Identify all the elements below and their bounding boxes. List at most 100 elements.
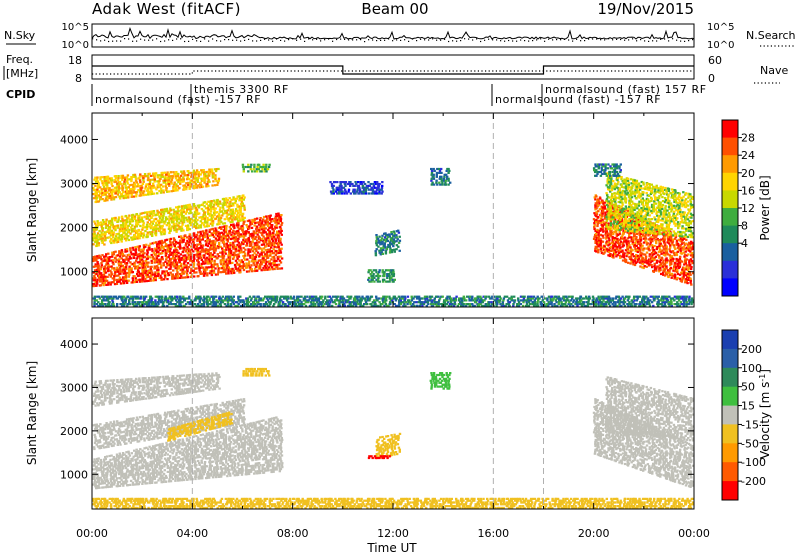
heat-cell	[242, 222, 245, 226]
heat-cell	[619, 242, 622, 245]
heat-cell	[249, 223, 252, 226]
heat-cell	[198, 186, 201, 189]
heat-cell	[190, 267, 193, 270]
heat-cell	[154, 277, 157, 280]
heat-cell	[648, 208, 651, 211]
heat-cell	[655, 242, 658, 245]
heat-cell	[600, 251, 604, 255]
heat-cell	[237, 267, 241, 270]
heat-cell	[256, 233, 259, 236]
heat-cell	[687, 249, 691, 252]
heat-cell	[144, 267, 147, 271]
heat-cell	[663, 201, 667, 204]
heat-cell	[243, 208, 246, 211]
heat-cell	[202, 270, 206, 273]
heat-cell	[212, 239, 215, 242]
heat-cell	[175, 269, 179, 272]
heat-cell	[655, 247, 659, 251]
heat-cell	[368, 184, 371, 187]
heat-cell	[192, 185, 195, 188]
heat-cell	[241, 202, 244, 205]
heat-cell	[674, 191, 677, 194]
heat-cell	[146, 187, 150, 190]
heat-cell	[111, 225, 115, 228]
heat-cell	[609, 204, 612, 207]
heat-cell	[614, 202, 617, 205]
heat-cell	[135, 225, 138, 228]
heat-cell	[97, 221, 100, 224]
heat-cell	[271, 224, 274, 227]
heat-cell	[595, 250, 598, 253]
heat-cell	[636, 250, 639, 253]
heat-cell	[124, 280, 127, 283]
heat-cell	[100, 272, 103, 275]
heat-cell	[136, 245, 139, 248]
heat-cell	[105, 175, 108, 178]
heat-cell	[226, 217, 229, 220]
heat-cell	[247, 239, 251, 242]
heat-cell	[654, 208, 657, 211]
heat-cell	[620, 219, 623, 222]
heat-cell	[374, 269, 378, 272]
heat-cell	[676, 276, 679, 280]
heat-cell	[153, 273, 157, 276]
noise-search-dot	[588, 38, 590, 40]
heat-cell	[205, 229, 208, 232]
heat-cell	[92, 193, 95, 196]
heat-cell	[117, 181, 120, 184]
heat-cell	[176, 220, 179, 223]
heat-cell	[623, 221, 626, 224]
heat-cell	[256, 269, 259, 272]
heat-cell	[610, 179, 613, 182]
heat-cell	[629, 226, 632, 229]
heat-cell	[125, 256, 128, 259]
noise-search-dot	[392, 40, 394, 42]
heat-cell	[113, 279, 116, 282]
heat-cell	[245, 224, 248, 227]
heat-cell	[185, 210, 188, 213]
heat-cell	[449, 181, 452, 184]
heat-cell	[195, 169, 199, 172]
noise-search-dot	[544, 40, 546, 42]
noise-search-dot	[160, 40, 162, 43]
noise-search-dot	[440, 39, 442, 41]
heat-cell	[192, 223, 196, 226]
heat-cell	[225, 226, 228, 229]
heat-cell	[187, 216, 191, 219]
heat-cell	[246, 219, 250, 223]
heat-cell	[121, 264, 124, 267]
heat-cell	[260, 243, 264, 246]
heat-cell	[201, 179, 205, 182]
heat-cell	[167, 178, 171, 182]
heat-cell	[124, 186, 127, 189]
heat-cell	[601, 206, 605, 209]
heat-cell	[174, 185, 177, 188]
heat-cell	[606, 250, 609, 253]
heat-cell	[668, 270, 671, 273]
heat-cell	[375, 236, 378, 239]
heat-cell	[182, 221, 186, 224]
heat-cell	[107, 252, 110, 255]
heat-cell	[671, 250, 675, 253]
heat-cell	[277, 212, 280, 215]
heat-cell	[156, 274, 159, 277]
heat-cell	[657, 250, 661, 253]
heat-cell	[668, 254, 672, 257]
heat-cell	[369, 188, 373, 191]
heat-cell	[640, 232, 643, 235]
heat-cell	[135, 259, 138, 262]
heat-cell	[101, 237, 105, 240]
heat-cell	[644, 217, 647, 220]
noise-search-dot	[664, 38, 666, 40]
heat-cell	[667, 225, 670, 229]
noise-search-dot	[252, 40, 254, 42]
heat-cell	[663, 197, 667, 200]
heat-cell	[639, 251, 642, 254]
heat-cell	[226, 199, 230, 202]
heat-cell	[658, 248, 662, 251]
heat-cell	[159, 274, 162, 277]
heat-cell	[161, 256, 164, 259]
heat-cell	[685, 264, 689, 267]
heat-cell	[120, 257, 123, 260]
heat-cell	[659, 193, 663, 196]
